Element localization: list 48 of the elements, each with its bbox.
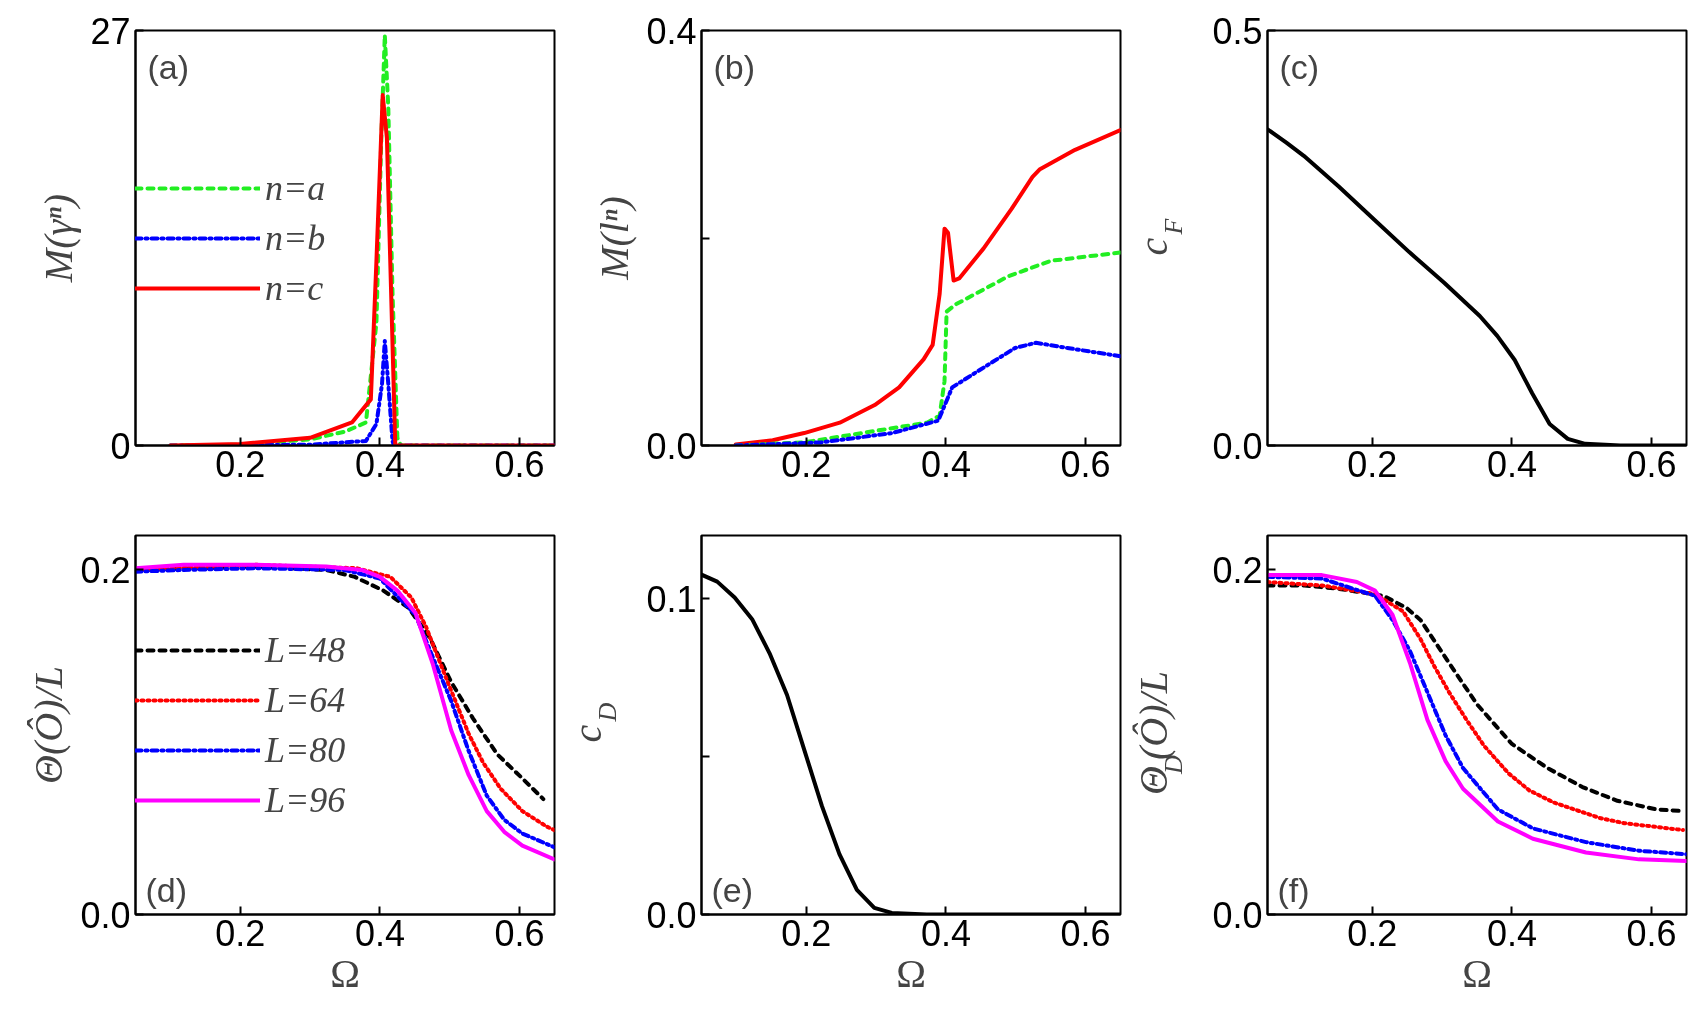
x-tick-label: 0.2 <box>1347 912 1398 954</box>
x-tick-label: 0.2 <box>781 912 832 954</box>
y-tick-label: 0.0 <box>646 894 697 936</box>
x-tick-label: 0.4 <box>920 443 971 485</box>
y-axis-title: M(lⁿ) <box>592 196 638 281</box>
legend-label: L=80 <box>265 728 346 771</box>
legend-label: n=c <box>265 266 324 309</box>
y-tick-label: 0.4 <box>646 10 697 52</box>
y-tick-label: 27 <box>90 10 131 52</box>
line-series <box>733 340 1121 446</box>
x-tick-label: 0.4 <box>1486 443 1537 485</box>
x-tick-label: 0.2 <box>781 443 832 485</box>
y-tick-label: 0.0 <box>1212 894 1263 936</box>
y-axis-title: cF <box>1131 217 1188 256</box>
y-tick-label: 0.2 <box>80 549 131 591</box>
annotation: (e) <box>711 870 754 909</box>
legend-label: L=64 <box>265 678 346 721</box>
annotation: (c) <box>1279 47 1320 86</box>
x-tick-label: 0.2 <box>215 443 266 485</box>
y-axis-title: M(γⁿ) <box>36 193 82 284</box>
x-tick-label: 0.6 <box>494 443 545 485</box>
x-tick-label: 0.6 <box>494 912 545 954</box>
legend-label: L=48 <box>265 628 346 671</box>
y-tick-label: 0.1 <box>646 578 697 620</box>
y-tick-label: 0.2 <box>1212 549 1263 591</box>
line-series <box>733 128 1121 446</box>
x-tick-label: 0.6 <box>1060 912 1111 954</box>
annotation: (d) <box>145 870 188 909</box>
y-tick-label: 0.0 <box>1212 425 1263 467</box>
annotation: (b) <box>713 47 756 86</box>
x-tick-label: 0.2 <box>215 912 266 954</box>
y-tick-label: 0.0 <box>80 894 131 936</box>
legend-label: n=a <box>265 166 326 209</box>
y-tick-label: 0 <box>110 425 131 467</box>
annotation: (f) <box>1277 870 1310 909</box>
y-axis-title: Θ(Ô)/L <box>26 666 72 784</box>
x-tick-label: 0.2 <box>1347 443 1398 485</box>
x-tick-label: 0.4 <box>354 443 405 485</box>
y-tick-label: 0.0 <box>646 425 697 467</box>
x-tick-label: 0.6 <box>1626 443 1677 485</box>
y-axis-title: ΘD(Ô)/L <box>1131 671 1188 795</box>
y-axis-title: cD <box>565 702 622 743</box>
legend-label: L=96 <box>265 778 346 821</box>
annotation: (a) <box>147 47 190 86</box>
x-tick-label: 0.6 <box>1626 912 1677 954</box>
legend-label: n=b <box>265 216 326 259</box>
y-tick-label: 0.5 <box>1212 10 1263 52</box>
x-tick-label: 0.6 <box>1060 443 1111 485</box>
